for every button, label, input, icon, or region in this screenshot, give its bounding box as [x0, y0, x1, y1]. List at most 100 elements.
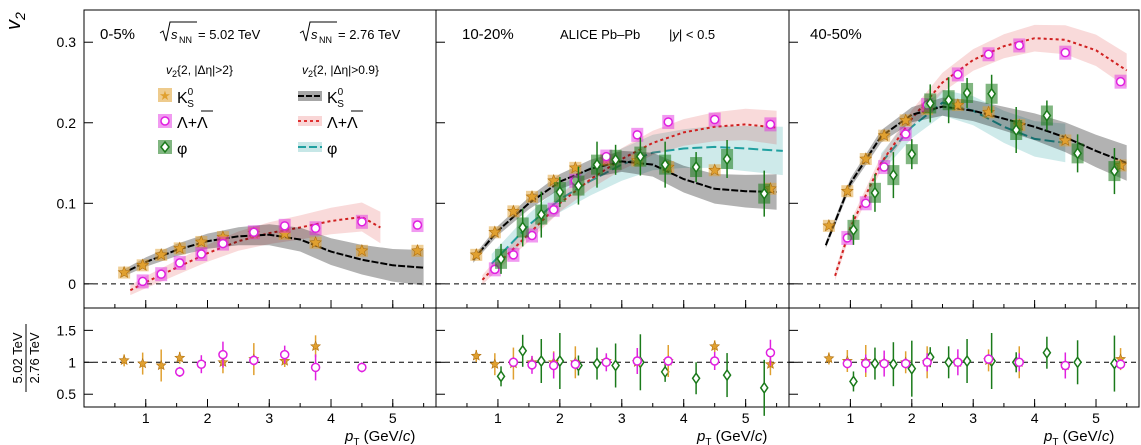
phi-ratio-point-2-9: [1042, 346, 1052, 360]
lambda-ratio-point-0-5: [310, 362, 321, 373]
phi-ratio-point-1-10: [722, 368, 732, 382]
lambda-point-0-2: [174, 258, 185, 268]
lambda-point-2-1: [861, 198, 871, 209]
k0s-point-0-1: [136, 258, 150, 271]
lambda-ratio-point-2-8: [1060, 360, 1071, 371]
legend-phi-276-label: φ: [327, 141, 337, 158]
xtick-label-2-2: 2: [908, 410, 916, 426]
ratio-numerator: 5.02 TeV: [10, 332, 25, 383]
axis-layer: 0 0.1 0.2 0.3 1 2 3 4 5 1 2 3 4 5 1 2 3 4 5 0.5 1 1.5: [57, 34, 1128, 426]
phi-point-1-1: [518, 221, 528, 234]
xtick-label-0-5: 5: [389, 410, 397, 426]
ytick-label-0.3: 0.3: [57, 34, 77, 50]
phi-ratio-point-2-1: [870, 357, 880, 370]
phi276-1-band: [491, 126, 783, 274]
svg-text:NN: NN: [179, 35, 192, 45]
phi-point-1-11: [759, 187, 769, 200]
svg-text:= 2.76 TeV: = 2.76 TeV: [338, 27, 401, 42]
k0s-ratio-point-0-3: [174, 352, 186, 363]
x-axis-title-1: pT (GeV/c): [696, 428, 767, 445]
ytick-label-0: 0: [68, 276, 76, 292]
ytick-bot-label-1.5: 1.5: [57, 322, 77, 338]
svg-text:s: s: [171, 27, 178, 42]
k0s-ratio-point-0-1: [137, 357, 149, 369]
phi-point-1-2: [536, 208, 546, 221]
phi-point-2-0: [849, 223, 858, 237]
lambda-point-0-6: [279, 221, 290, 231]
experiment-label: ALICE Pb–Pb: [560, 27, 640, 42]
phi-point-1-7: [635, 150, 645, 163]
k0s-point-2-7: [982, 105, 996, 118]
y-axis-title: v2: [3, 12, 28, 30]
bottom-panel-1-frame: [435, 307, 790, 408]
k0s-point-1-2: [506, 204, 520, 217]
phi-ratio-point-1-1: [518, 344, 528, 358]
phi-ratio-point-2-10: [1073, 355, 1083, 369]
lambda-point-2-8: [1060, 47, 1071, 58]
xtick-label-0-4: 4: [327, 410, 335, 426]
x-axis-title-2: pT (GeV/c): [1043, 428, 1114, 445]
lambda-ratio-point-1-4: [601, 357, 612, 368]
k0s276-2-band: [825, 97, 1127, 249]
centrality-label-0: 0-5%: [100, 26, 135, 43]
phi-point-2-8: [1011, 123, 1021, 137]
legend-k0s-276-label: K0 S: [327, 87, 344, 110]
k0s-ratio-point-1-9: [709, 340, 721, 352]
phi-point-2-2: [888, 168, 898, 182]
xtick-label-0-3: 3: [265, 410, 273, 426]
k0s-point-2-1: [840, 184, 854, 197]
method-label-502: v2{2, |Δη|>2}: [166, 63, 233, 79]
lambda-ratio-point-1-5: [632, 356, 643, 366]
xtick-label-0-1: 1: [142, 410, 150, 426]
k0s-ratio-point-0-2: [155, 359, 167, 371]
phi-ratio-point-2-0: [849, 375, 858, 388]
phi-point-2-11: [1110, 164, 1119, 178]
ytick-bot-label-1: 1: [68, 354, 76, 370]
x-axis-title-0: pT (GeV/c): [344, 428, 415, 445]
lambda-ratio-point-0-6: [357, 362, 367, 373]
k0s-ratio-point-2-0: [823, 352, 835, 364]
phi-point-2-5: [944, 93, 954, 107]
ytick-label-0.2: 0.2: [57, 115, 77, 131]
bottom-panel-0-frame: [83, 307, 437, 408]
legend-276: K0 S Λ+Λ φ: [298, 87, 363, 158]
k0s-point-1-1: [488, 225, 502, 238]
xtick-label-1-5: 5: [742, 410, 750, 426]
legend-lambda-label: Λ+Λ: [177, 115, 208, 132]
phi-point-1-10: [722, 152, 732, 166]
phi-point-1-4: [574, 179, 583, 192]
svg-text:NN: NN: [319, 35, 332, 45]
phi-point-2-6: [962, 86, 972, 100]
phi-ratio-point-2-3: [907, 362, 917, 375]
lambda-ratio-point-2-9: [1115, 359, 1126, 369]
lambda-point-0-9: [412, 220, 423, 230]
energy-label-276: s NN = 2.76 TeV: [299, 21, 401, 45]
lambda-ratio-point-1-6: [663, 356, 673, 366]
lambda-ratio-point-0-4: [279, 349, 290, 360]
lambda-ratio-point-2-6: [983, 354, 994, 364]
legend-lambda-276-label: Λ+Λ: [327, 115, 358, 132]
phi-point-2-9: [1042, 109, 1052, 122]
k0s-point-2-4: [899, 113, 913, 126]
phi-ratio-point-1-0: [496, 370, 506, 383]
lambda-point-1-1: [508, 250, 519, 260]
lambda-point-0-0: [137, 276, 148, 287]
svg-text:= 5.02 TeV: = 5.02 TeV: [198, 27, 261, 42]
lambda-point-0-4: [218, 238, 228, 249]
xtick-label-2-5: 5: [1092, 410, 1100, 426]
lambda-ratio-point-0-0: [174, 367, 185, 377]
phi-ratio-point-1-8: [660, 365, 670, 379]
method-label-276: v2{2, |Δη|>0.9}: [302, 63, 379, 79]
phi-ratio-point-1-9: [691, 371, 701, 385]
lambda-point-1-8: [709, 114, 720, 125]
lambda-point-0-5: [249, 227, 259, 238]
phi-ratio-point-1-2: [536, 354, 546, 368]
k0s-point-1-0: [469, 247, 483, 261]
lambda-point-1-7: [663, 117, 673, 127]
lambda-ratio-point-1-7: [709, 356, 720, 366]
k0s276-2-line: [824, 105, 1128, 246]
lambda-point-0-7: [310, 223, 321, 234]
phi-point-1-6: [611, 153, 621, 167]
k0s-ratio-point-1-0: [470, 350, 482, 361]
k0s-point-0-9: [355, 244, 369, 257]
